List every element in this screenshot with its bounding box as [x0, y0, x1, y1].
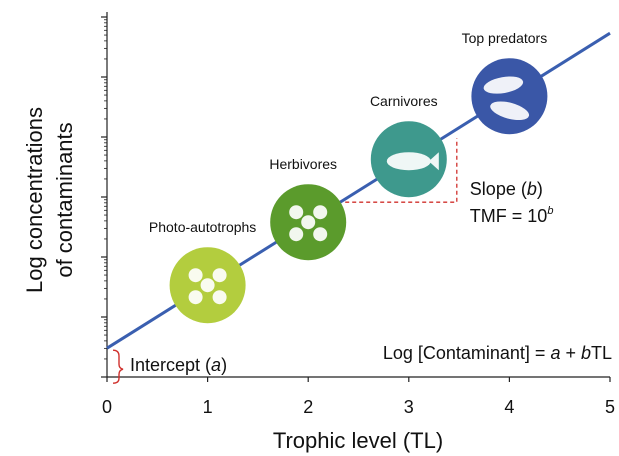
intercept-label-part: Intercept ( — [130, 355, 211, 375]
group-label: Photo-autotrophs — [149, 219, 256, 235]
icon-shape — [201, 278, 215, 292]
icon-shape — [301, 215, 315, 229]
icon-shape — [213, 290, 227, 304]
intercept-label-part: a — [211, 355, 221, 375]
intercept-bracket — [113, 350, 123, 383]
icon-shape — [313, 205, 327, 219]
x-tick-label: 5 — [605, 397, 615, 417]
intercept-label-part: ) — [221, 355, 227, 375]
x-tick-label: 1 — [203, 397, 213, 417]
intercept-label: Intercept (a) — [130, 355, 227, 375]
tmf-label-part: b — [547, 205, 553, 217]
icon-shape — [189, 290, 203, 304]
x-tick-label: 2 — [303, 397, 313, 417]
slope-label-part: ) — [537, 179, 543, 199]
icon-shape — [387, 152, 431, 170]
chart: Log concentrations of contaminants Troph… — [0, 0, 619, 456]
equation-part: + — [560, 343, 581, 363]
x-tick-label: 3 — [404, 397, 414, 417]
equation-part: b — [581, 343, 591, 363]
trophic-group — [471, 58, 547, 134]
icon-shape — [289, 227, 303, 241]
tmf-label-part: TMF = 10 — [470, 206, 548, 226]
slope-label-part: Slope ( — [470, 179, 527, 199]
slope-label: Slope (b) — [470, 179, 543, 199]
icon-shape — [313, 227, 327, 241]
icon-shape — [289, 205, 303, 219]
y-axis-label: Log concentrations — [22, 107, 47, 293]
icon-shape — [189, 268, 203, 282]
x-tick-label: 4 — [504, 397, 514, 417]
x-tick-label: 0 — [102, 397, 112, 417]
equation-part: a — [550, 343, 560, 363]
tmf-label: TMF = 10b — [470, 205, 554, 226]
equation-part: Log [Contaminant] = — [383, 343, 551, 363]
icon-shape — [213, 268, 227, 282]
group-label: Top predators — [462, 30, 548, 46]
slope-label-part: b — [527, 179, 537, 199]
equation: Log [Contaminant] = a + bTL — [383, 343, 612, 363]
equation-part: TL — [591, 343, 612, 363]
y-axis-label: of contaminants — [52, 122, 77, 277]
group-label: Herbivores — [269, 156, 337, 172]
group-label: Carnivores — [370, 93, 438, 109]
x-axis-label: Trophic level (TL) — [273, 428, 443, 453]
